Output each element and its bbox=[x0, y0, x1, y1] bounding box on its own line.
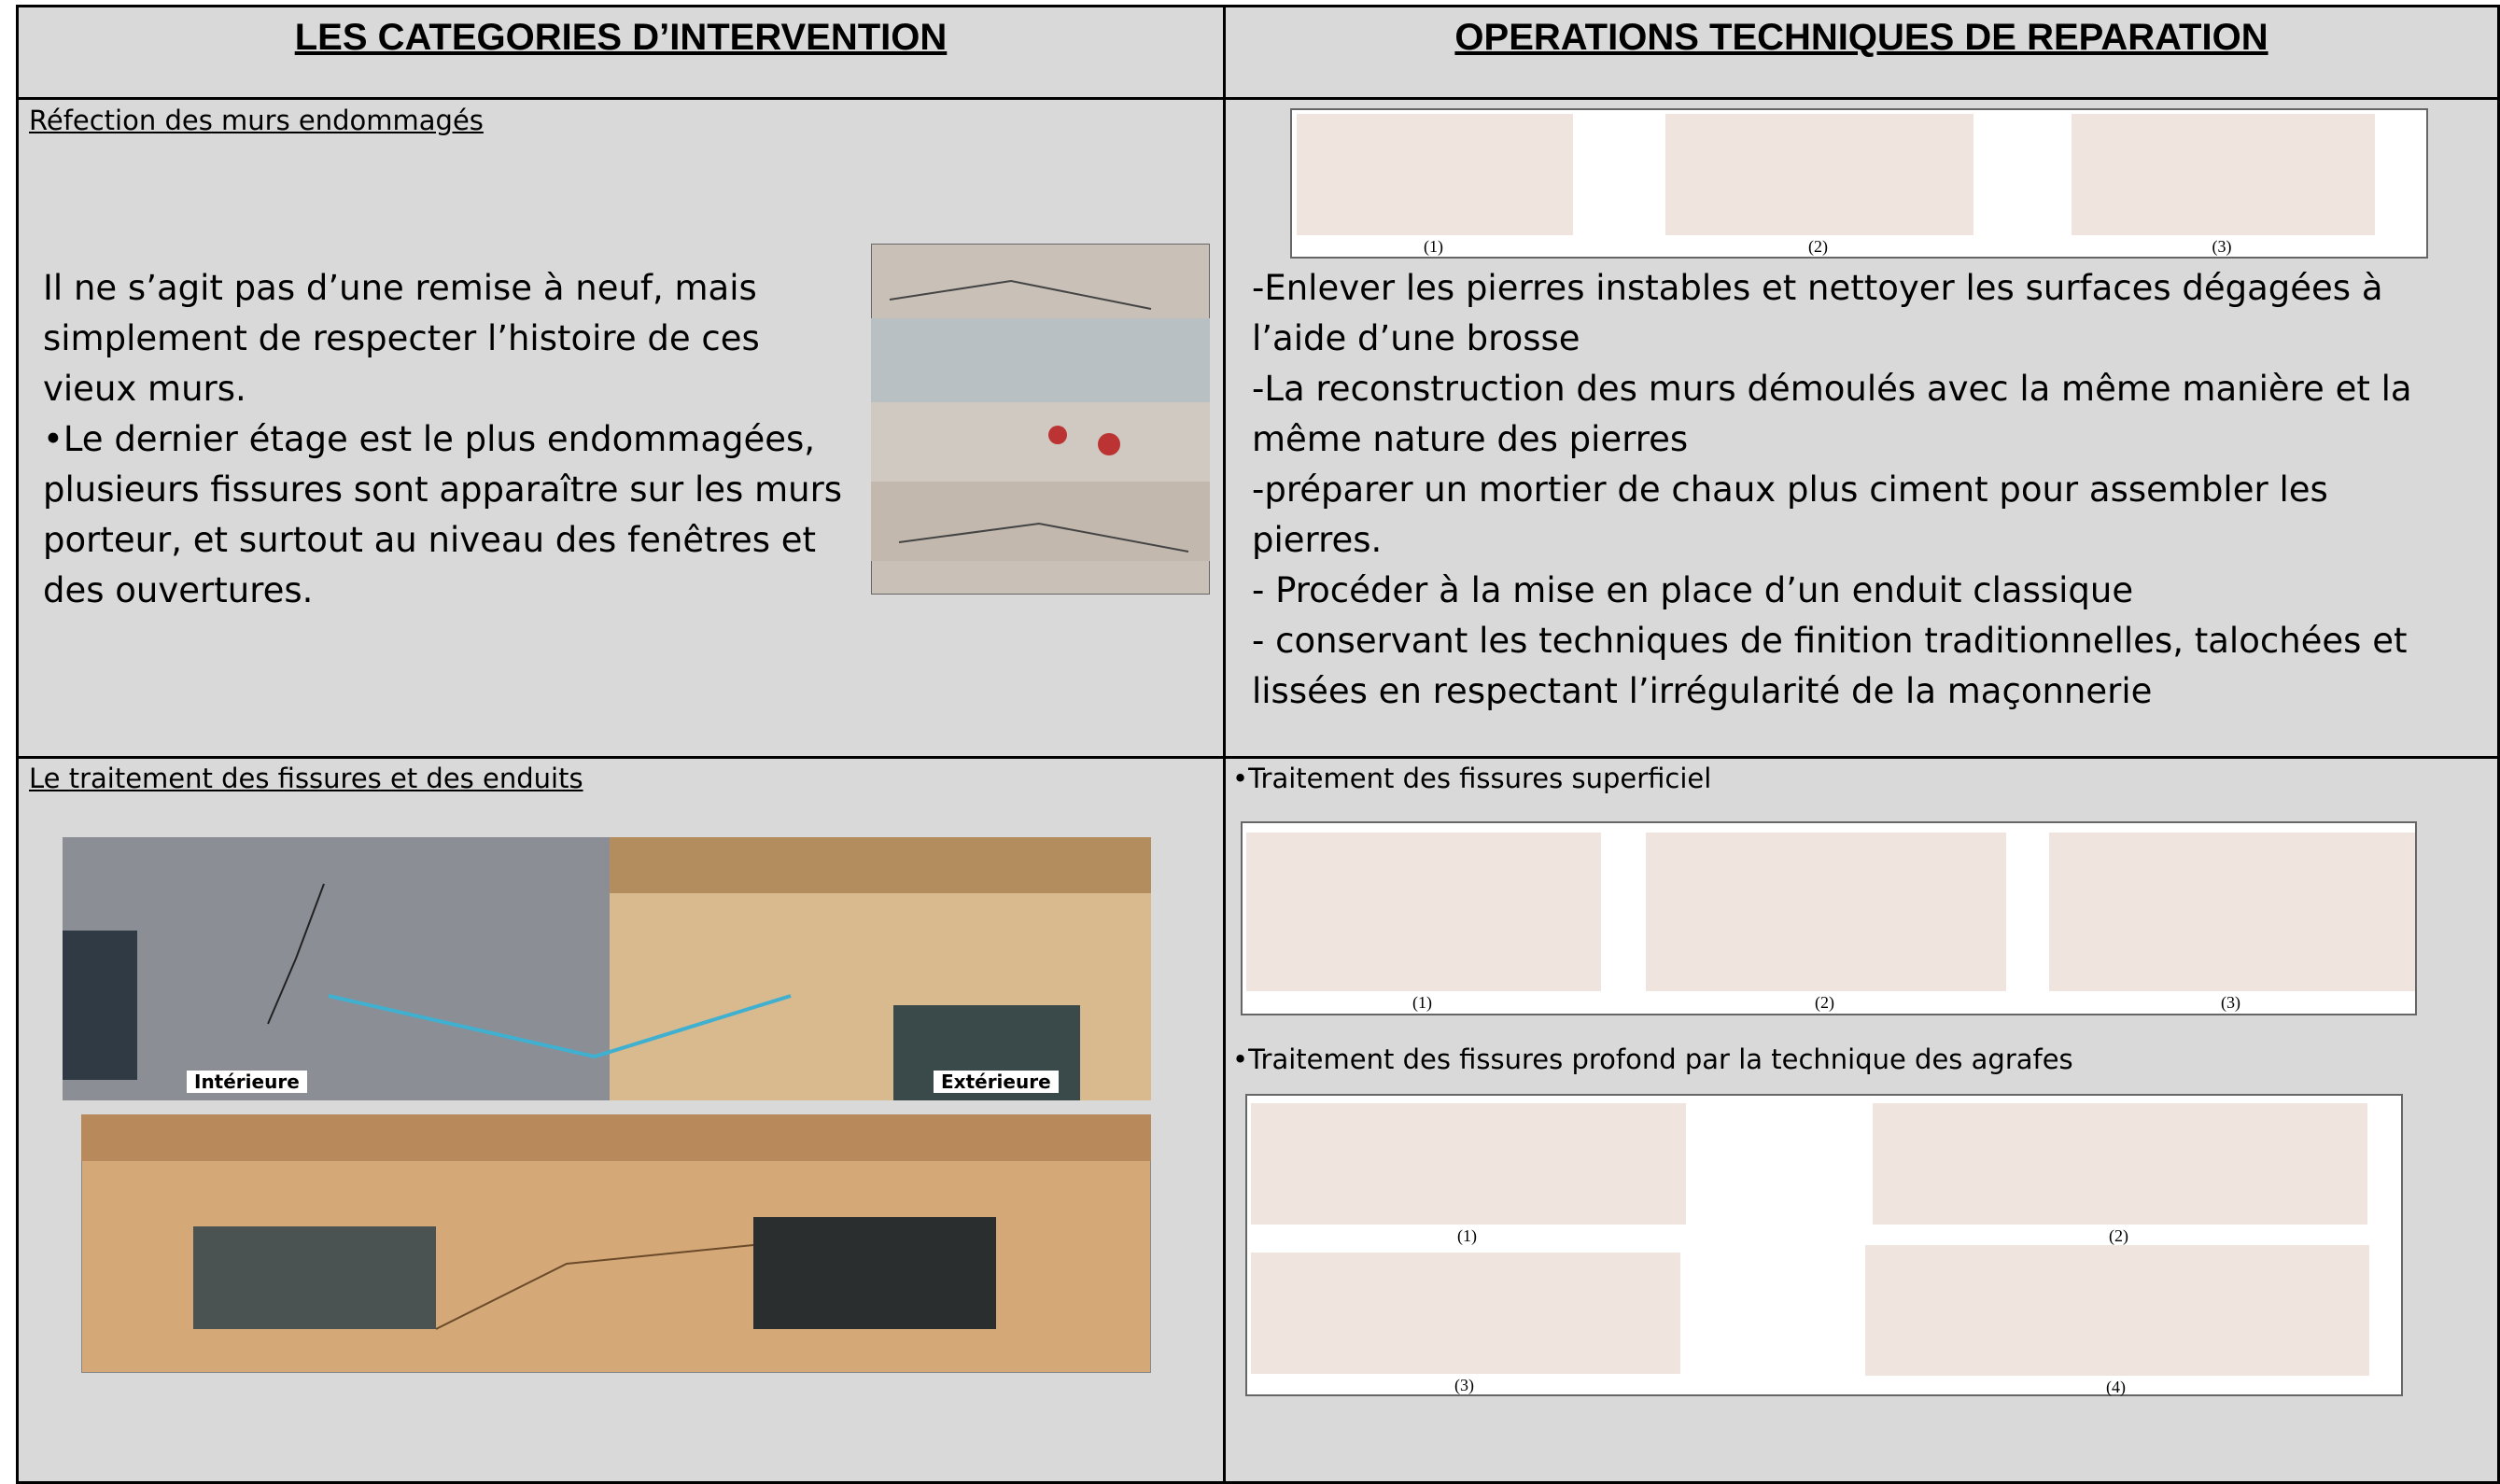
figure-label: (2) bbox=[2109, 1226, 2128, 1245]
category-text: Il ne s’agit pas d’une remise à neuf, ma… bbox=[43, 263, 846, 616]
figure-panel bbox=[1665, 114, 1973, 235]
figure-label: (1) bbox=[1424, 237, 1443, 256]
wall-photo bbox=[871, 244, 1210, 595]
figure-label: (3) bbox=[2212, 237, 2232, 256]
photo-label: Extérieure bbox=[934, 1071, 1059, 1093]
figure-label: (2) bbox=[1815, 993, 1834, 1012]
header-cell bbox=[16, 5, 1226, 100]
header-cell bbox=[1223, 5, 2500, 100]
figure-panel bbox=[2072, 114, 2375, 235]
paragraph: •Le dernier étage est le plus endommagée… bbox=[43, 419, 843, 610]
facade-photo bbox=[81, 1114, 1151, 1373]
figure-label: (1) bbox=[1412, 993, 1432, 1012]
paragraph: - conservant les techniques de finition … bbox=[1252, 621, 2408, 711]
technique-figure: (1) (2) (3) (4) bbox=[1245, 1094, 2403, 1396]
figure-panel bbox=[1873, 1103, 2367, 1225]
figure-label: (3) bbox=[1454, 1376, 1474, 1394]
section-title: •Traitement des fissures profond par la … bbox=[1232, 1043, 2073, 1075]
crack-photo bbox=[63, 837, 1151, 1100]
figure-panel bbox=[2049, 833, 2415, 991]
paragraph: - Procéder à la mise en place d’un endui… bbox=[1252, 570, 2134, 610]
column-header: LES CATEGORIES D’INTERVENTION bbox=[294, 17, 948, 58]
figure-panel bbox=[1646, 833, 2006, 991]
figure-panel bbox=[1297, 114, 1573, 235]
figure-panel bbox=[1251, 1253, 1680, 1374]
technique-figure: (1) (2) (3) bbox=[1290, 108, 2428, 259]
operations-text: -Enlever les pierres instables et nettoy… bbox=[1252, 263, 2465, 717]
category-title: Le traitement des fissures et des enduit… bbox=[29, 763, 583, 794]
column-header: OPERATIONS TECHNIQUES DE REPARATION bbox=[1454, 17, 2268, 58]
figure-label: (1) bbox=[1457, 1226, 1477, 1245]
figure-label: (4) bbox=[2106, 1378, 2126, 1396]
figure-panel bbox=[1251, 1103, 1686, 1225]
section-title: •Traitement des fissures superficiel bbox=[1232, 763, 1712, 794]
figure-label: (3) bbox=[2221, 993, 2240, 1012]
paragraph: -Enlever les pierres instables et nettoy… bbox=[1252, 268, 2383, 358]
figure-panel bbox=[1865, 1245, 2369, 1376]
paragraph: Il ne s’agit pas d’une remise à neuf, ma… bbox=[43, 268, 760, 409]
figure-panel bbox=[1246, 833, 1601, 991]
category-title: Réfection des murs endommagés bbox=[29, 105, 484, 136]
paragraph: -préparer un mortier de chaux plus cimen… bbox=[1252, 469, 2328, 560]
paragraph: -La reconstruction des murs démoulés ave… bbox=[1252, 369, 2412, 459]
figure-label: (2) bbox=[1808, 237, 1828, 256]
photo-label: Intérieure bbox=[187, 1071, 307, 1093]
technique-figure: (1) (2) (3) bbox=[1241, 821, 2417, 1015]
